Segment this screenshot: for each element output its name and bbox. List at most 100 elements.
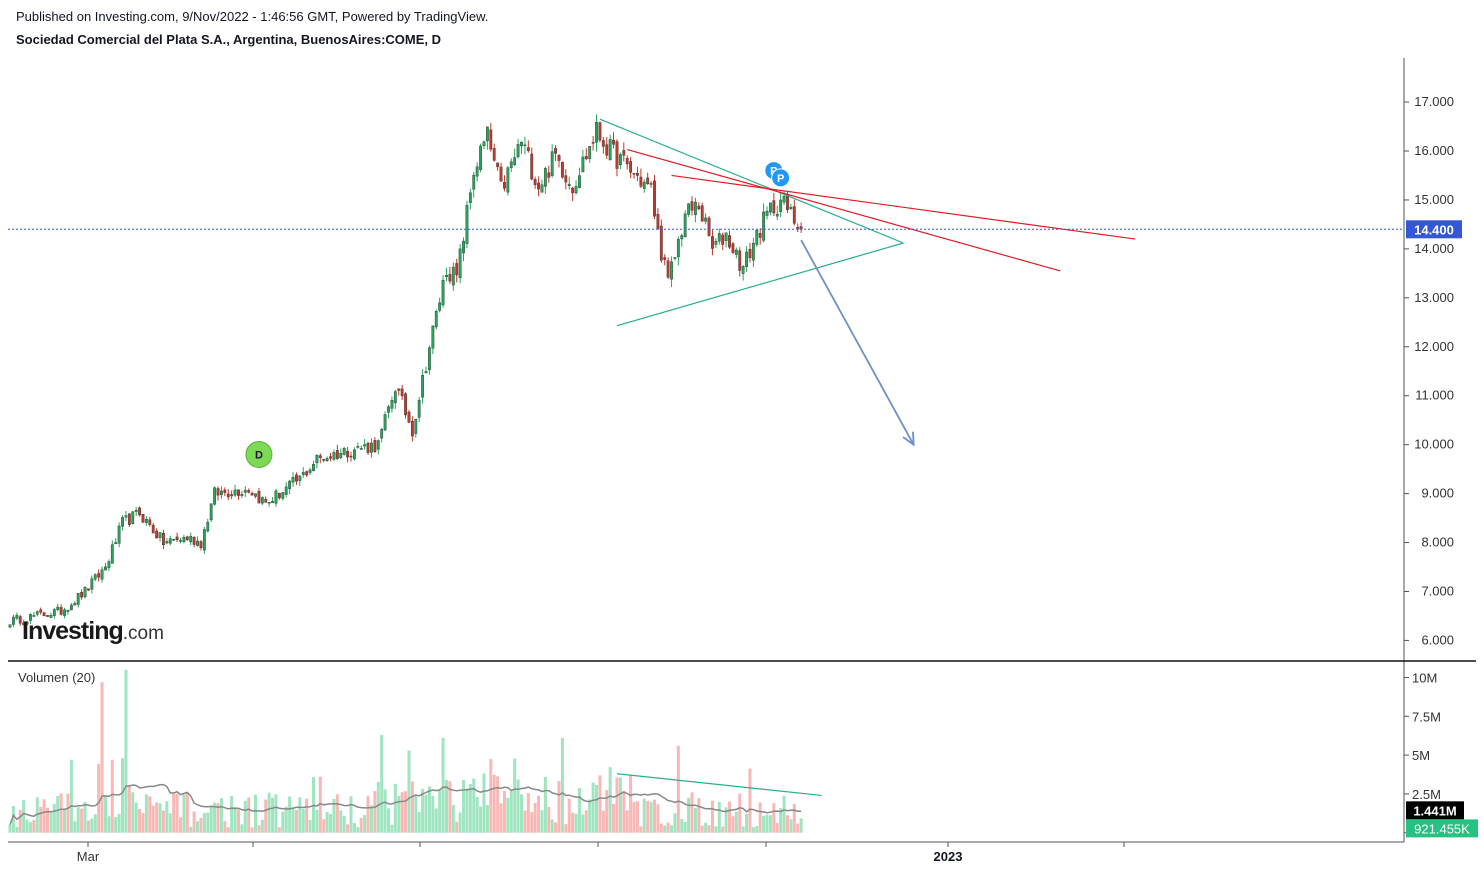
candle-body	[202, 529, 206, 551]
candle-body	[192, 536, 196, 545]
candle-body	[673, 257, 677, 259]
volume-bar	[138, 808, 142, 833]
volume-bar	[213, 802, 217, 833]
candle-body	[199, 541, 203, 548]
volume-bar	[226, 827, 230, 833]
price-tick-label: 10.000	[1414, 437, 1454, 452]
volume-bar	[540, 810, 544, 833]
volume-bar	[346, 824, 350, 833]
volume-bar	[475, 796, 479, 833]
volume-bar	[414, 794, 418, 833]
candle-body	[393, 391, 397, 404]
volume-bar	[639, 826, 643, 833]
volume-bar	[25, 819, 29, 833]
candle-body	[755, 229, 759, 245]
volume-ma-label: 1.441M	[1413, 803, 1456, 818]
volume-bar	[646, 800, 650, 833]
candle-body	[185, 536, 189, 540]
candle-body	[707, 217, 711, 236]
candle-body	[370, 442, 373, 453]
candle-body	[42, 612, 46, 617]
volume-bar	[533, 802, 537, 833]
candle-body	[526, 147, 530, 151]
volume-bar	[673, 813, 677, 833]
event-marker	[771, 168, 791, 188]
volume-bar	[66, 793, 70, 833]
volume-bar	[76, 807, 80, 833]
volume-bar	[196, 821, 200, 833]
candle-body	[141, 513, 145, 523]
volume-bar	[107, 816, 111, 833]
price-tick-label: 17.000	[1414, 94, 1454, 109]
volume-bar	[318, 776, 322, 833]
volume-bar	[332, 798, 336, 833]
candle-body	[90, 578, 94, 590]
volume-bar	[397, 795, 401, 833]
volume-bar	[741, 826, 745, 833]
price-tick-label: 14.000	[1414, 241, 1454, 256]
candle-body	[789, 206, 793, 209]
candle-body	[107, 561, 111, 568]
candle-body	[22, 622, 26, 625]
price-tick-label: 12.000	[1414, 339, 1454, 354]
candle-body	[704, 217, 708, 222]
volume-tick-label: 10M	[1412, 671, 1437, 686]
volume-bar	[591, 782, 595, 833]
volume-bar	[537, 795, 541, 833]
volume-bar	[254, 794, 258, 833]
candle-body	[666, 260, 670, 278]
volume-bar	[90, 818, 94, 833]
volume-bar	[438, 789, 442, 833]
volume-bar	[496, 776, 500, 833]
candle-body	[110, 544, 114, 564]
volume-bar	[161, 810, 165, 833]
volume-bar	[581, 814, 585, 833]
volume-bar	[28, 822, 32, 833]
candle-body	[25, 621, 29, 625]
volume-bar	[755, 826, 759, 833]
volume-bar	[765, 814, 769, 833]
candle-body	[717, 233, 721, 242]
candle-body	[598, 122, 602, 141]
candle-body	[305, 471, 309, 476]
candle-body	[404, 393, 407, 416]
candle-body	[359, 448, 363, 450]
candle-body	[366, 443, 370, 453]
candle-body	[179, 540, 182, 542]
volume-bar	[670, 825, 674, 833]
volume-bar	[509, 790, 513, 833]
volume-bar	[288, 796, 292, 833]
volume-bar	[179, 817, 182, 833]
candle-body	[281, 492, 285, 499]
time-label-mar: Mar	[77, 849, 100, 864]
candle-body	[32, 615, 36, 617]
candle-body	[636, 173, 639, 176]
price-tick-label: 7.000	[1421, 583, 1454, 598]
price-tick-label: 15.000	[1414, 192, 1454, 207]
volume-bar	[687, 797, 691, 833]
volume-bar	[151, 805, 155, 833]
candle-body	[298, 475, 302, 481]
candle-body	[168, 538, 172, 544]
event-marker	[245, 440, 273, 468]
candle-body	[762, 211, 766, 241]
candle-body	[486, 126, 489, 142]
candle-body	[441, 280, 445, 306]
volume-bar	[785, 815, 789, 833]
volume-bar	[441, 738, 445, 833]
volume-bar	[52, 803, 56, 833]
volume-bar	[22, 800, 26, 833]
volume-bar	[560, 738, 564, 833]
symbol-title: Sociedad Comercial del Plata S.A., Argen…	[16, 32, 442, 47]
volume-bar	[758, 802, 762, 833]
volume-bar	[32, 819, 36, 833]
volume-bar	[335, 794, 339, 833]
volume-bar	[39, 806, 43, 833]
volume-bar	[680, 818, 684, 833]
volume-last-badge	[1406, 819, 1478, 838]
volume-bar	[63, 809, 67, 833]
candle-body	[445, 275, 448, 278]
volume-bar	[762, 815, 766, 833]
candle-body	[697, 205, 701, 210]
